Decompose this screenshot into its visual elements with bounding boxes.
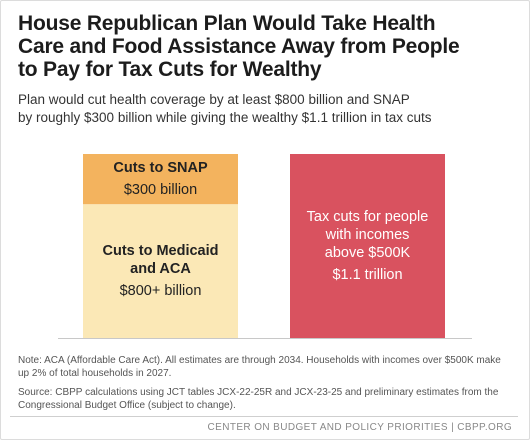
bar-label-cuts-to-snap: Cuts to SNAP $300 billion bbox=[83, 159, 238, 199]
data-label: $300 billion bbox=[123, 182, 198, 199]
series-label: Tax cuts for people with incomes above $… bbox=[306, 209, 429, 261]
bar-cuts-to-snap bbox=[83, 154, 238, 205]
data-label: $800+ billion bbox=[119, 283, 202, 300]
bar-cuts-to-medicaid-and-aca bbox=[83, 204, 238, 338]
chart-title: House Republican Plan Would Take Health … bbox=[18, 12, 460, 81]
series-label: Cuts to Medicaid and ACA bbox=[102, 243, 219, 278]
source-text: Source: CBPP calculations using JCT tabl… bbox=[18, 387, 499, 411]
chart-subtitle: Plan would cut health coverage by at lea… bbox=[18, 92, 432, 125]
bar-label-cuts-to-medicaid-and-aca: Cuts to Medicaid and ACA $800+ billion bbox=[83, 242, 238, 300]
bar-tax-cuts-for-people-with-incomes-above-500k bbox=[290, 154, 445, 338]
bar-label-tax-cuts-for-people-with-incomes-above-500k: Tax cuts for people with incomes above $… bbox=[290, 208, 445, 284]
footer-credit: CENTER ON BUDGET AND POLICY PRIORITIES |… bbox=[207, 422, 512, 433]
footer-divider bbox=[10, 416, 518, 417]
note-text: Note: ACA (Affordable Care Act). All est… bbox=[18, 355, 501, 379]
notes: Note: ACA (Affordable Care Act). All est… bbox=[18, 354, 514, 418]
series-label: Cuts to SNAP bbox=[113, 160, 208, 177]
data-label: $1.1 trillion bbox=[332, 267, 403, 283]
